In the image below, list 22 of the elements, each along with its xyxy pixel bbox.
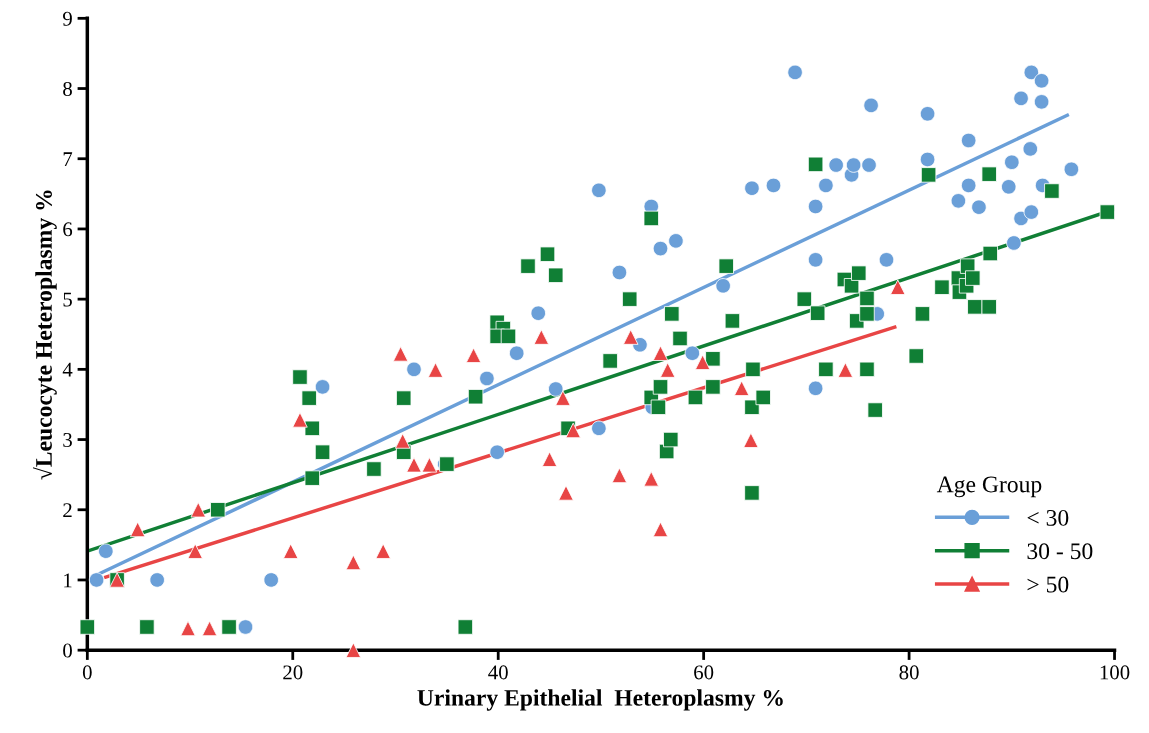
x-tick-label: 80 [899,665,919,680]
y-tick-label: 5 [63,292,72,307]
y-tick-label: 0 [63,643,72,658]
y-tick-label: 7 [63,152,73,166]
legend-label: < 30 [1027,509,1069,526]
x-axis-title: Urinary Epithelial Heteroplasmy % [417,689,783,711]
legend-label: > 50 [1027,576,1069,593]
y-tick-label: 1 [64,573,72,588]
x-tick-label: 100 [1100,665,1130,680]
y-tick-label: 2 [63,503,72,517]
x-tick-label: 0 [82,665,92,680]
x-tick-label: 60 [694,665,714,680]
y-tick-label: 6 [63,222,73,237]
y-tick-label: 3 [63,432,72,447]
y-tick-label: 8 [63,81,72,96]
legend-title: Age Group [936,476,1042,498]
y-tick-label: 4 [62,362,73,377]
x-tick-label: 20 [283,665,303,680]
x-tick-label: 40 [488,665,508,680]
y-tick-label: 9 [62,11,72,26]
y-axis-title: √Leucocyte Heteroplasmy % [33,190,57,480]
legend-label: 30 - 50 [1027,543,1093,560]
